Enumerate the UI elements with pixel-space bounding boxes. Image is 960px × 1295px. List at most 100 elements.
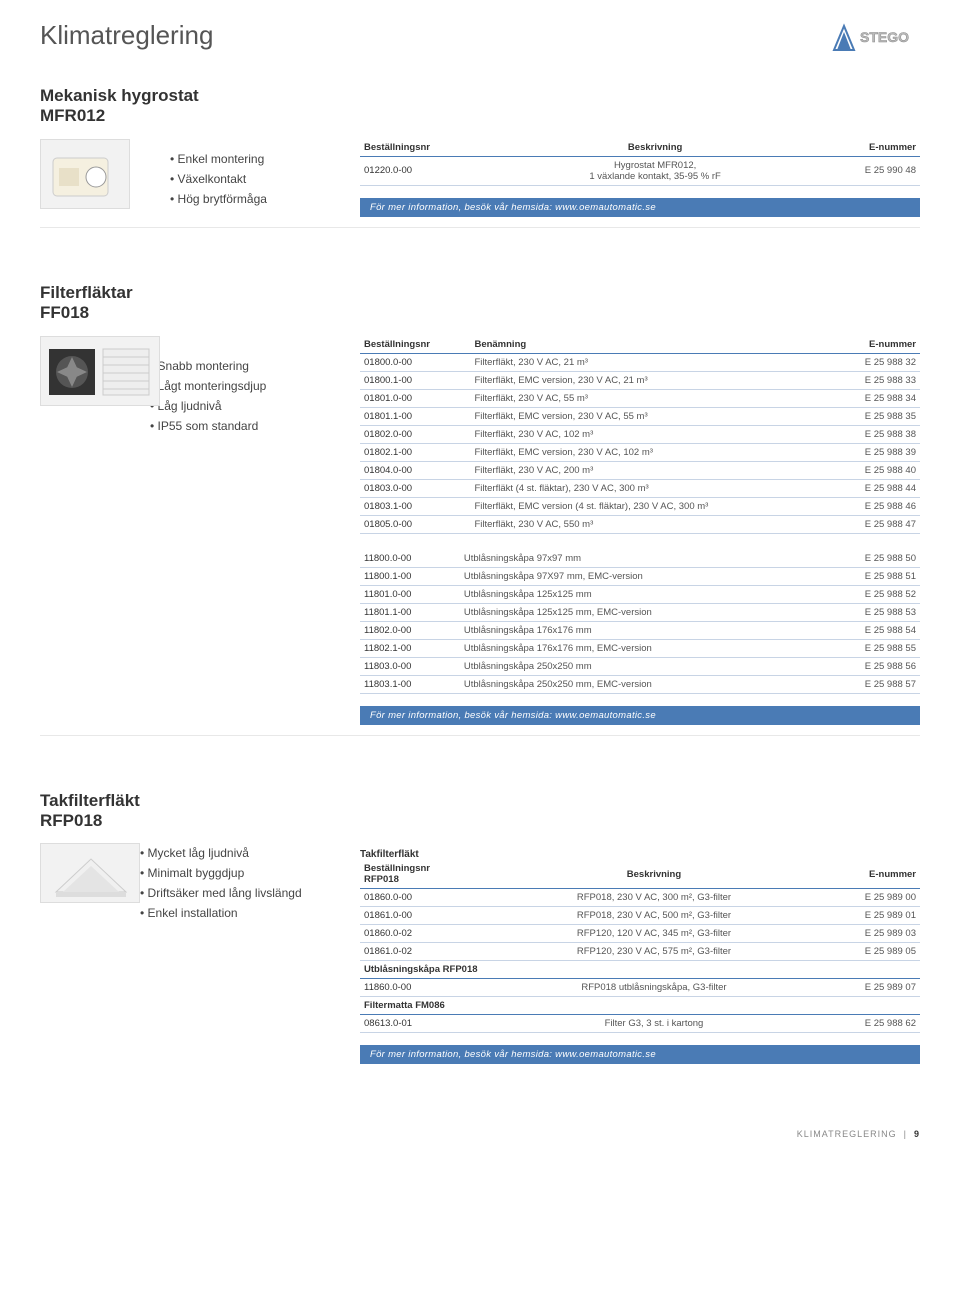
table-row: 11802.1-00Utblåsningskåpa 176x176 mm, EM… (360, 639, 920, 657)
feature-item: Mycket låg ljudnivå (140, 843, 340, 863)
table-cell: Hygrostat MFR012,1 växlande kontakt, 35-… (512, 156, 798, 185)
feature-item: Snabb montering (150, 356, 340, 376)
page-title: Klimatreglering (40, 20, 213, 51)
table-row: 01800.0-00Filterfläkt, 230 V AC, 21 m³E … (360, 353, 920, 371)
title-line-2: MFR012 (40, 106, 105, 125)
table-cell: 01804.0-00 (360, 461, 470, 479)
product-image-filterfan (40, 336, 160, 406)
feature-item: Driftsäker med lång livslängd (140, 883, 340, 903)
table-cell: E 25 989 00 (808, 889, 920, 907)
table-cell: Filter G3, 3 st. i kartong (500, 1015, 807, 1033)
title-line-1: Mekanisk hygrostat (40, 86, 199, 105)
table-subheader-row: Utblåsningskåpa RFP018 (360, 961, 920, 979)
table-row: 11803.0-00Utblåsningskåpa 250x250 mmE 25… (360, 657, 920, 675)
product-table: Beställningsnr Benämning E-nummer 01800.… (360, 336, 920, 534)
table-row: 01800.1-00Filterfläkt, EMC version, 230 … (360, 371, 920, 389)
table-cell: 01860.0-02 (360, 925, 500, 943)
table-cell: E 25 988 50 (813, 550, 920, 568)
info-bar: För mer information, besök vår hemsida: … (360, 706, 920, 725)
table-row: 01861.0-02RFP120, 230 V AC, 575 m², G3-f… (360, 943, 920, 961)
section-rfp018: Takfilterfläkt RFP018 Mycket låg ljudniv… (40, 791, 920, 1075)
table-cell: Utblåsningskåpa 176x176 mm (460, 621, 813, 639)
table-cell: 11802.0-00 (360, 621, 460, 639)
table-cell: E 25 988 32 (832, 353, 920, 371)
table-cell: Filterfläkt, 230 V AC, 102 m³ (470, 425, 831, 443)
table-cell: Utblåsningskåpa 97X97 mm, EMC-version (460, 567, 813, 585)
info-bar: För mer information, besök vår hemsida: … (360, 198, 920, 217)
table-row: 01860.0-00RFP018, 230 V AC, 300 m², G3-f… (360, 889, 920, 907)
table-cell: 01861.0-00 (360, 907, 500, 925)
table-row: 01805.0-00Filterfläkt, 230 V AC, 550 m³E… (360, 515, 920, 533)
table-cell: 11803.1-00 (360, 675, 460, 693)
table-cell: 01220.0-00 (360, 156, 512, 185)
table-cell: E 25 988 62 (808, 1015, 920, 1033)
page-header: Klimatreglering STEGO (40, 20, 920, 56)
table-subtitle: Takfilterfläkt (360, 843, 920, 860)
col-order-no: Beställningsnr (360, 336, 470, 354)
table-cell: 11801.1-00 (360, 603, 460, 621)
page-number: 9 (914, 1129, 920, 1139)
feature-item: Minimalt byggdjup (140, 863, 340, 883)
col-order-no: Beställningsnr (360, 139, 512, 157)
table-cell: E 25 989 07 (808, 979, 920, 997)
table-cell: Filterfläkt, EMC version (4 st. fläktar)… (470, 497, 831, 515)
table-cell: 11803.0-00 (360, 657, 460, 675)
table-row: 01861.0-00RFP018, 230 V AC, 500 m², G3-f… (360, 907, 920, 925)
page-footer: KLIMATREGLERING | 9 (40, 1129, 920, 1139)
table-row: 01804.0-00Filterfläkt, 230 V AC, 200 m³E… (360, 461, 920, 479)
table-cell: 01802.1-00 (360, 443, 470, 461)
feature-item: IP55 som standard (150, 416, 340, 436)
table-row: 01801.1-00Filterfläkt, EMC version, 230 … (360, 407, 920, 425)
table-cell: E 25 988 38 (832, 425, 920, 443)
section-ff018: Filterfläktar FF018 (40, 283, 920, 736)
feature-item: Enkel installation (140, 903, 340, 923)
table-cell: E 25 988 53 (813, 603, 920, 621)
table-cell: E 25 988 33 (832, 371, 920, 389)
section-mfr012: Mekanisk hygrostat MFR012 Enkel monterin… (40, 86, 920, 228)
table-cell: E 25 988 51 (813, 567, 920, 585)
table-cell: Filterfläkt, 230 V AC, 55 m³ (470, 389, 831, 407)
table-cell: E 25 988 46 (832, 497, 920, 515)
section-title: Filterfläktar FF018 (40, 283, 920, 324)
table-cell: E 25 989 05 (808, 943, 920, 961)
table-cell: 01801.0-00 (360, 389, 470, 407)
table-cell: Filterfläkt, EMC version, 230 V AC, 55 m… (470, 407, 831, 425)
table-cell: E 25 989 01 (808, 907, 920, 925)
col-enumber: E-nummer (808, 860, 920, 889)
table-cell: E 25 988 57 (813, 675, 920, 693)
table-cell: 01860.0-00 (360, 889, 500, 907)
table-cell: Filterfläkt, 230 V AC, 200 m³ (470, 461, 831, 479)
table-row: 11801.1-00Utblåsningskåpa 125x125 mm, EM… (360, 603, 920, 621)
table-cell: RFP120, 120 V AC, 345 m², G3-filter (500, 925, 807, 943)
table-cell: E 25 989 03 (808, 925, 920, 943)
table-cell: 01861.0-02 (360, 943, 500, 961)
table-row: 11800.1-00Utblåsningskåpa 97X97 mm, EMC-… (360, 567, 920, 585)
table-cell: Utblåsningskåpa 250x250 mm (460, 657, 813, 675)
table-cell: E 25 988 34 (832, 389, 920, 407)
table-cell: E 25 988 55 (813, 639, 920, 657)
table-cell: 01802.0-00 (360, 425, 470, 443)
feature-item: Växelkontakt (170, 169, 340, 189)
table-cell: E 25 988 52 (813, 585, 920, 603)
feature-item: Lågt monteringsdjup (150, 376, 340, 396)
table-cell: Utblåsningskåpa 125x125 mm (460, 585, 813, 603)
stego-logo: STEGO (830, 20, 920, 56)
table-cell: Utblåsningskåpa 250x250 mm, EMC-version (460, 675, 813, 693)
table-cell: 08613.0-01 (360, 1015, 500, 1033)
table-subheader-cell: Filtermatta FM086 (360, 997, 920, 1015)
product-image-hygrostat (40, 139, 130, 209)
table-row: 01860.0-02RFP120, 120 V AC, 345 m², G3-f… (360, 925, 920, 943)
table-cell: Filterfläkt, EMC version, 230 V AC, 102 … (470, 443, 831, 461)
title-line-1: Takfilterfläkt (40, 791, 140, 810)
product-table-2: 11800.0-00Utblåsningskåpa 97x97 mmE 25 9… (360, 550, 920, 694)
table-cell: 01803.0-00 (360, 479, 470, 497)
table-cell: 01800.1-00 (360, 371, 470, 389)
table-subheader-row: Filtermatta FM086 (360, 997, 920, 1015)
table-row: 11860.0-00RFP018 utblåsningskåpa, G3-fil… (360, 979, 920, 997)
table-cell: E 25 988 39 (832, 443, 920, 461)
col-description: Beskrivning (512, 139, 798, 157)
col-order-no: Beställningsnr RFP018 (360, 860, 500, 889)
table-cell: Utblåsningskåpa 176x176 mm, EMC-version (460, 639, 813, 657)
table-cell: E 25 990 48 (798, 156, 920, 185)
title-line-2: RFP018 (40, 811, 102, 830)
